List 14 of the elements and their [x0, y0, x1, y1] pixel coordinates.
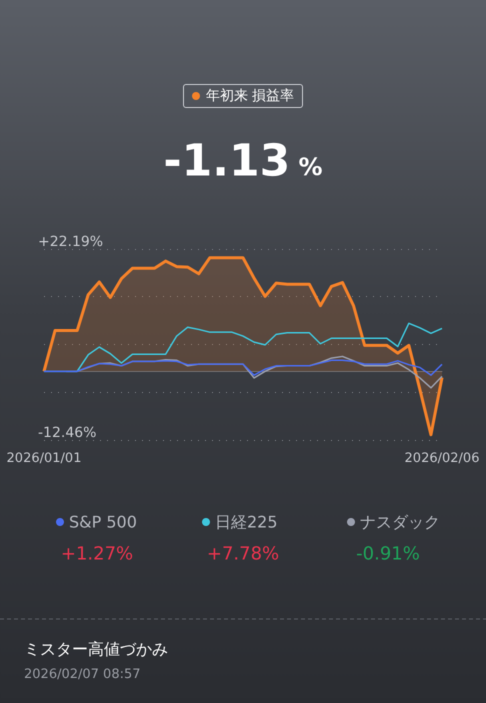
y-tick-label: +22.19% — [38, 234, 104, 250]
chart-title: 年初来 損益率 — [206, 87, 294, 105]
y-tick-label: -12.46% — [38, 425, 96, 441]
legend-label: 日経225 — [215, 512, 278, 532]
text: +7.78% — [206, 544, 280, 564]
legend-label: S&P 500 — [69, 512, 137, 532]
x-tick-label: 2026/01/01 — [6, 451, 82, 466]
chart-subtitle: -1.13 % — [163, 136, 323, 186]
x-tick-label: 2026/02/06 — [404, 451, 480, 466]
text: -0.91% — [356, 544, 420, 564]
text: 2026/02/07 08:57 — [24, 667, 141, 682]
text: +1.27% — [60, 544, 134, 564]
legend-label: ナスダック — [360, 512, 440, 532]
text: ミスター高値づかみ — [24, 640, 168, 658]
